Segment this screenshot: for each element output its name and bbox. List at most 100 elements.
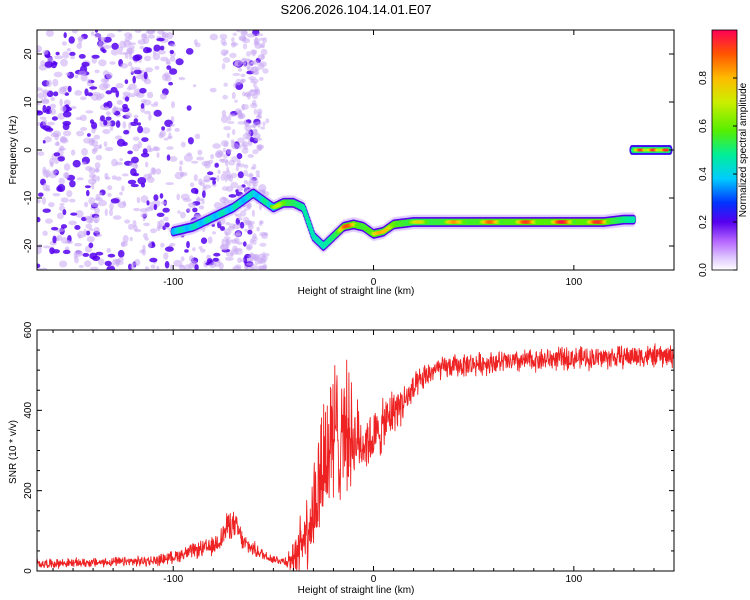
noise-blob: [219, 244, 229, 251]
noise-blob: [62, 130, 72, 137]
noise-blob: [37, 102, 41, 106]
noise-blob: [141, 137, 149, 143]
noise-blob: [192, 84, 197, 88]
noise-blob: [42, 50, 49, 55]
noise-blob: [70, 105, 77, 110]
noise-blob: [159, 193, 164, 199]
noise-blob: [60, 224, 68, 229]
noise-blob: [115, 176, 122, 181]
noise-blob: [225, 251, 234, 257]
noise-blob: [259, 76, 264, 81]
noise-blob: [88, 173, 96, 179]
noise-blob: [220, 140, 229, 147]
noise-blob: [153, 109, 162, 117]
noise-blob: [63, 163, 71, 171]
noise-blob: [147, 91, 154, 99]
noise-blob: [94, 69, 100, 74]
noise-blob: [68, 36, 75, 44]
noise-blob: [89, 86, 98, 90]
noise-blob: [111, 158, 118, 167]
noise-blob: [40, 98, 50, 103]
noise-blob: [252, 239, 257, 245]
noise-blob: [78, 264, 84, 268]
noise-blob: [99, 36, 106, 42]
noise-blob: [246, 51, 251, 57]
noise-blob: [249, 172, 253, 180]
noise-blob: [121, 173, 129, 177]
noise-blob: [231, 37, 235, 43]
noise-blob: [129, 236, 133, 242]
spectrogram-x-ticks: -100 0 100: [163, 30, 583, 288]
noise-blob: [220, 226, 225, 231]
noise-blob: [238, 113, 243, 119]
noise-blob: [95, 251, 104, 256]
noise-blob: [93, 134, 101, 140]
noise-blob: [235, 78, 242, 86]
noise-blob: [233, 232, 242, 237]
noise-blob: [140, 152, 150, 158]
noise-blob: [52, 193, 61, 197]
noise-blob: [259, 61, 267, 67]
noise-blob: [42, 119, 48, 126]
noise-blob: [232, 32, 237, 36]
noise-blob: [200, 237, 208, 244]
noise-blob: [38, 64, 48, 71]
noise-blob: [123, 40, 132, 48]
noise-blob: [95, 154, 103, 161]
noise-blob: [89, 119, 95, 124]
noise-blob: [88, 178, 97, 185]
noise-blob: [56, 234, 63, 241]
noise-blob: [169, 49, 174, 55]
noise-blob: [197, 149, 203, 156]
noise-blob: [143, 222, 151, 227]
noise-blob: [62, 120, 71, 126]
noise-blob: [243, 187, 249, 194]
noise-blob: [150, 264, 156, 269]
noise-blob: [182, 198, 192, 202]
noise-blob: [243, 62, 247, 68]
ridge-core: [355, 223, 360, 228]
noise-blob: [82, 252, 90, 257]
noise-blob: [59, 260, 68, 268]
noise-blob: [173, 259, 183, 267]
noise-blob: [88, 138, 95, 146]
noise-blob: [156, 152, 160, 158]
noise-blob: [41, 196, 47, 205]
noise-blob: [189, 182, 195, 187]
x-tick-label: 0: [371, 277, 377, 288]
ridge-core: [535, 220, 540, 224]
noise-blob: [149, 257, 158, 263]
noise-blob: [230, 181, 239, 189]
noise-blob: [150, 103, 159, 107]
noise-blob: [240, 258, 245, 262]
noise-blob: [49, 108, 57, 115]
noise-blob: [223, 126, 232, 131]
x-tick-label: -100: [163, 574, 183, 585]
noise-blob: [214, 162, 219, 168]
noise-blob: [124, 219, 131, 224]
noise-blob: [80, 127, 88, 131]
noise-blob: [137, 177, 147, 185]
noise-blob: [72, 30, 78, 34]
noise-blob: [199, 181, 206, 187]
noise-blob: [163, 137, 169, 141]
noise-blob: [42, 183, 48, 191]
noise-blob: [141, 33, 148, 38]
noise-blob: [148, 113, 152, 121]
noise-blob: [142, 36, 150, 44]
y-tick-label: 20: [23, 48, 34, 60]
noise-blob: [212, 257, 219, 262]
x-tick-label: 0: [371, 574, 377, 585]
ridge-core: [391, 222, 396, 227]
noise-blob: [49, 247, 55, 255]
noise-blob: [56, 212, 64, 220]
noise-blob: [238, 216, 243, 221]
noise-blob: [52, 78, 59, 87]
noise-blob: [37, 49, 41, 53]
noise-blob: [262, 121, 266, 127]
noise-blob: [127, 61, 133, 67]
noise-blob: [194, 264, 199, 270]
noise-blob: [164, 246, 174, 252]
noise-blob: [169, 56, 176, 62]
y-tick-label: 200: [23, 482, 34, 499]
